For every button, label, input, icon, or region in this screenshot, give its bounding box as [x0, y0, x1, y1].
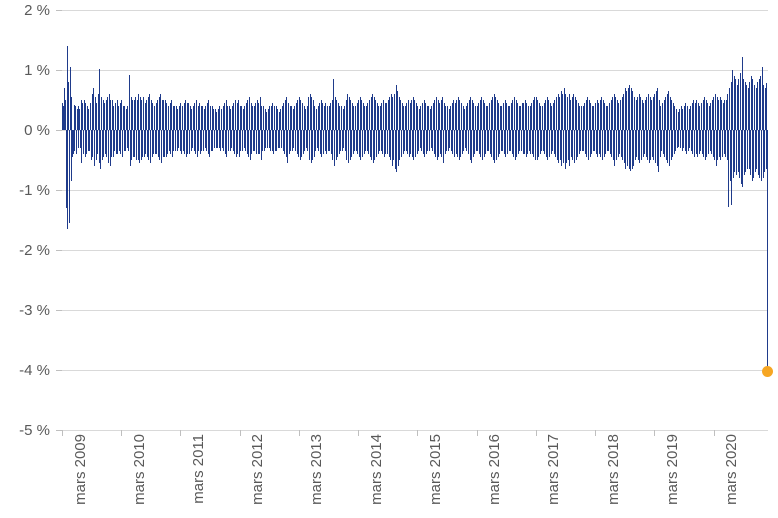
x-axis-label: mars 2013: [308, 434, 325, 514]
y-tick-mark: [56, 70, 62, 71]
gridline: [62, 310, 768, 311]
x-axis-label: mars 2011: [190, 434, 207, 514]
bar: [71, 97, 72, 130]
y-axis-label: -3 %: [0, 302, 50, 319]
bar: [76, 130, 77, 154]
x-axis-label: mars 2010: [131, 434, 148, 514]
plot-area: [62, 10, 768, 430]
y-axis-label: 0 %: [0, 122, 50, 139]
x-tick-mark: [536, 430, 537, 436]
y-axis-label: -1 %: [0, 182, 50, 199]
y-tick-mark: [56, 250, 62, 251]
y-axis-label: 2 %: [0, 2, 50, 19]
y-tick-mark: [56, 190, 62, 191]
x-axis-label: mars 2012: [249, 434, 266, 514]
y-tick-mark: [56, 130, 62, 131]
x-tick-mark: [62, 430, 63, 436]
x-axis-label: mars 2018: [605, 434, 622, 514]
y-tick-mark: [56, 370, 62, 371]
x-axis-label: mars 2014: [368, 434, 385, 514]
gridline: [62, 190, 768, 191]
x-tick-mark: [240, 430, 241, 436]
y-tick-mark: [56, 10, 62, 11]
bar: [766, 83, 767, 130]
y-tick-mark: [56, 310, 62, 311]
y-axis-label: -4 %: [0, 362, 50, 379]
x-tick-mark: [595, 430, 596, 436]
x-axis-label: mars 2009: [72, 434, 89, 514]
y-axis-label: -2 %: [0, 242, 50, 259]
x-axis-label: mars 2019: [664, 434, 681, 514]
x-tick-mark: [477, 430, 478, 436]
gridline: [62, 70, 768, 71]
x-tick-mark: [654, 430, 655, 436]
x-axis-label: mars 2016: [486, 434, 503, 514]
x-axis-label: mars 2017: [545, 434, 562, 514]
x-tick-mark: [358, 430, 359, 436]
gridline: [62, 250, 768, 251]
gridline: [62, 430, 768, 431]
x-tick-mark: [417, 430, 418, 436]
x-tick-mark: [180, 430, 181, 436]
x-axis-label: mars 2015: [427, 434, 444, 514]
x-axis-label: mars 2020: [723, 434, 740, 514]
y-axis-label: 1 %: [0, 62, 50, 79]
gridline: [62, 370, 768, 371]
bar: [767, 130, 768, 371]
chart-container: -5 % -4 % -3 % -2 % -1 % 0 % 1 % 2 % mars 2009 ma…: [0, 0, 778, 518]
x-tick-mark: [714, 430, 715, 436]
x-tick-mark: [299, 430, 300, 436]
highlight-marker: [762, 366, 773, 377]
x-tick-mark: [121, 430, 122, 436]
y-axis-label: -5 %: [0, 422, 50, 439]
gridline: [62, 10, 768, 11]
